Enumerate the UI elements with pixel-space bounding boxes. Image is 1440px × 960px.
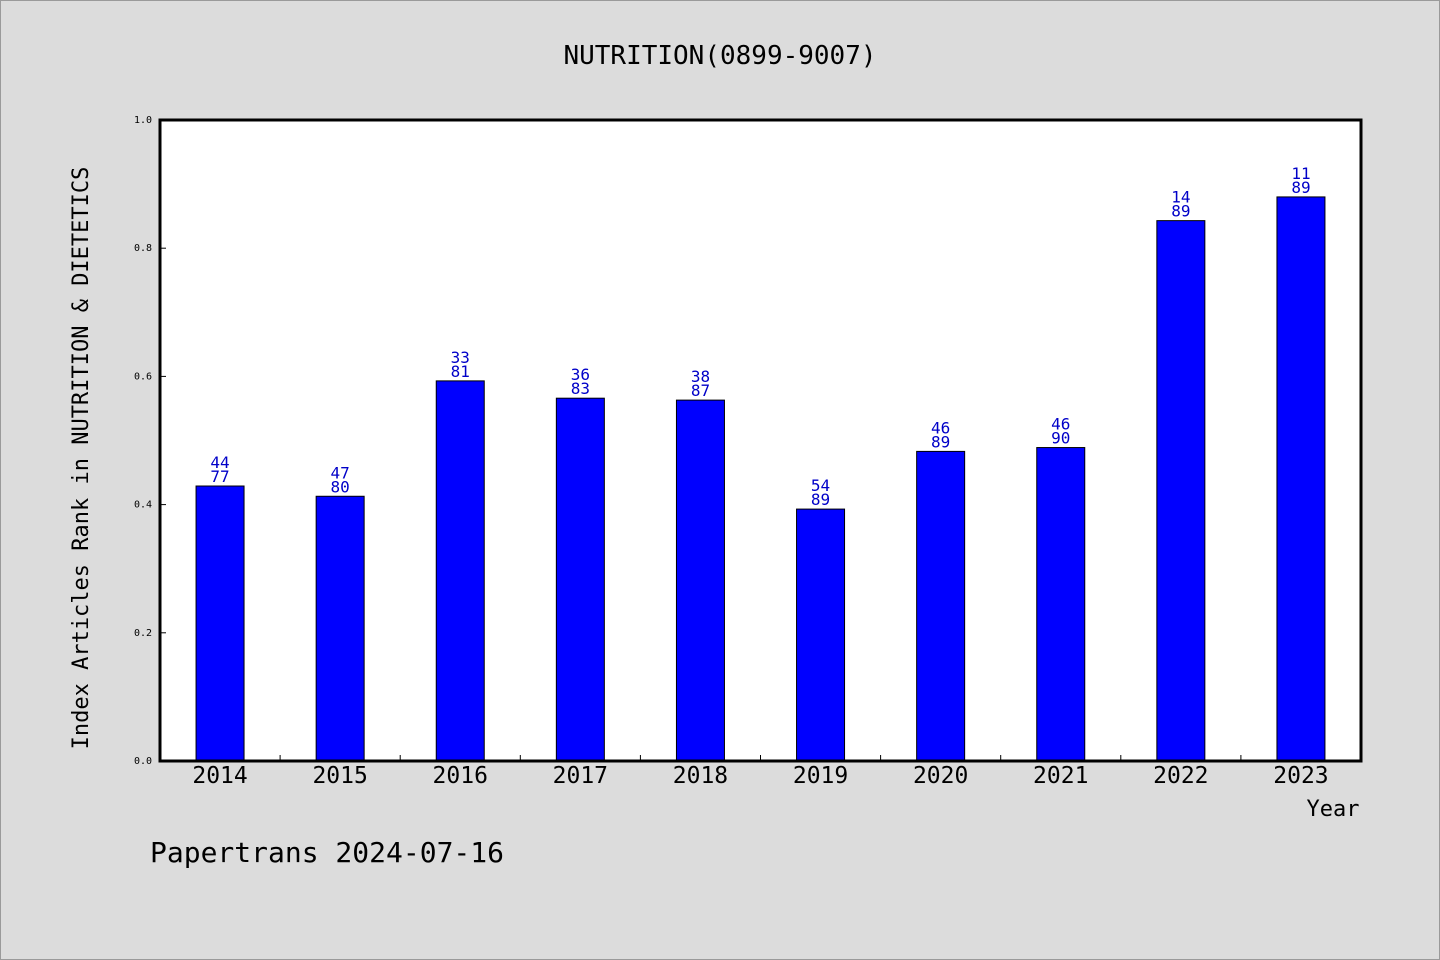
- bar-rank-label-2018: 38: [691, 367, 710, 386]
- x-tick-label-2022: 2022: [1153, 763, 1208, 789]
- bar-2015: [315, 495, 365, 762]
- bar-rank-label-2021: 46: [1051, 415, 1070, 434]
- x-tick-label-2019: 2019: [793, 763, 848, 789]
- bar-2022: [1156, 220, 1206, 762]
- bar-2018: [675, 399, 725, 762]
- x-tick-label-2016: 2016: [433, 763, 488, 789]
- bar-total-label-2023: 89: [1291, 178, 1310, 197]
- bar-rank-label-2017: 36: [571, 365, 590, 384]
- x-tick-label-2015: 2015: [312, 763, 367, 789]
- x-axis-label: Year: [1307, 797, 1360, 822]
- plot-frame: [158, 118, 1363, 763]
- bar-2014: [195, 485, 245, 762]
- bar-total-label-2020: 89: [931, 432, 950, 451]
- y-tick-label: 1.0: [134, 115, 152, 126]
- bar-total-label-2021: 90: [1051, 429, 1070, 448]
- bar-2021: [1036, 447, 1086, 762]
- bar-total-label-2015: 80: [331, 477, 350, 496]
- bar-2020: [916, 450, 966, 762]
- bar-rank-label-2023: 11: [1291, 164, 1310, 183]
- x-tick-label-2021: 2021: [1033, 763, 1088, 789]
- bar-total-label-2014: 77: [210, 467, 229, 486]
- bar-total-label-2018: 87: [691, 381, 710, 400]
- bar-2019: [796, 508, 846, 762]
- y-tick-label: 0.8: [134, 243, 152, 254]
- y-axis-label: Index Articles Rank in NUTRITION & DIETE…: [69, 167, 94, 750]
- x-tick-label-2014: 2014: [192, 763, 247, 789]
- y-tick-label: 0.2: [134, 628, 152, 639]
- footer-stamp: Papertrans 2024-07-16: [150, 836, 504, 869]
- bar-2016: [435, 380, 485, 762]
- bar-rank-label-2022: 14: [1171, 188, 1190, 207]
- x-axis: 2014 2015 2016 2017 2018 2019 2020 2021 2022 2023: [192, 755, 1329, 789]
- bar-total-label-2022: 89: [1171, 202, 1190, 221]
- bar-total-label-2017: 83: [571, 379, 590, 398]
- bar-2023: [1276, 196, 1326, 762]
- bar-rank-label-2015: 47: [331, 463, 350, 482]
- x-tick-label-2020: 2020: [913, 763, 968, 789]
- x-tick-label-2023: 2023: [1273, 763, 1328, 789]
- y-tick-label: 0.4: [134, 500, 152, 511]
- y-tick-label: 0.0: [134, 756, 152, 767]
- bar-rank-label-2016: 33: [451, 348, 470, 367]
- x-tick-label-2018: 2018: [673, 763, 728, 789]
- bar-2017: [555, 397, 605, 762]
- bar-rank-label-2019: 54: [811, 476, 830, 495]
- bar-rank-label-2014: 44: [210, 453, 229, 472]
- bar-rank-label-2020: 46: [931, 418, 950, 437]
- bars-group: [195, 196, 1326, 762]
- bar-total-label-2016: 81: [451, 362, 470, 381]
- chart-title: NUTRITION(0899-9007): [563, 41, 876, 71]
- y-tick-label: 0.6: [134, 371, 152, 382]
- x-tick-label-2017: 2017: [553, 763, 608, 789]
- bar-total-label-2019: 89: [811, 490, 830, 509]
